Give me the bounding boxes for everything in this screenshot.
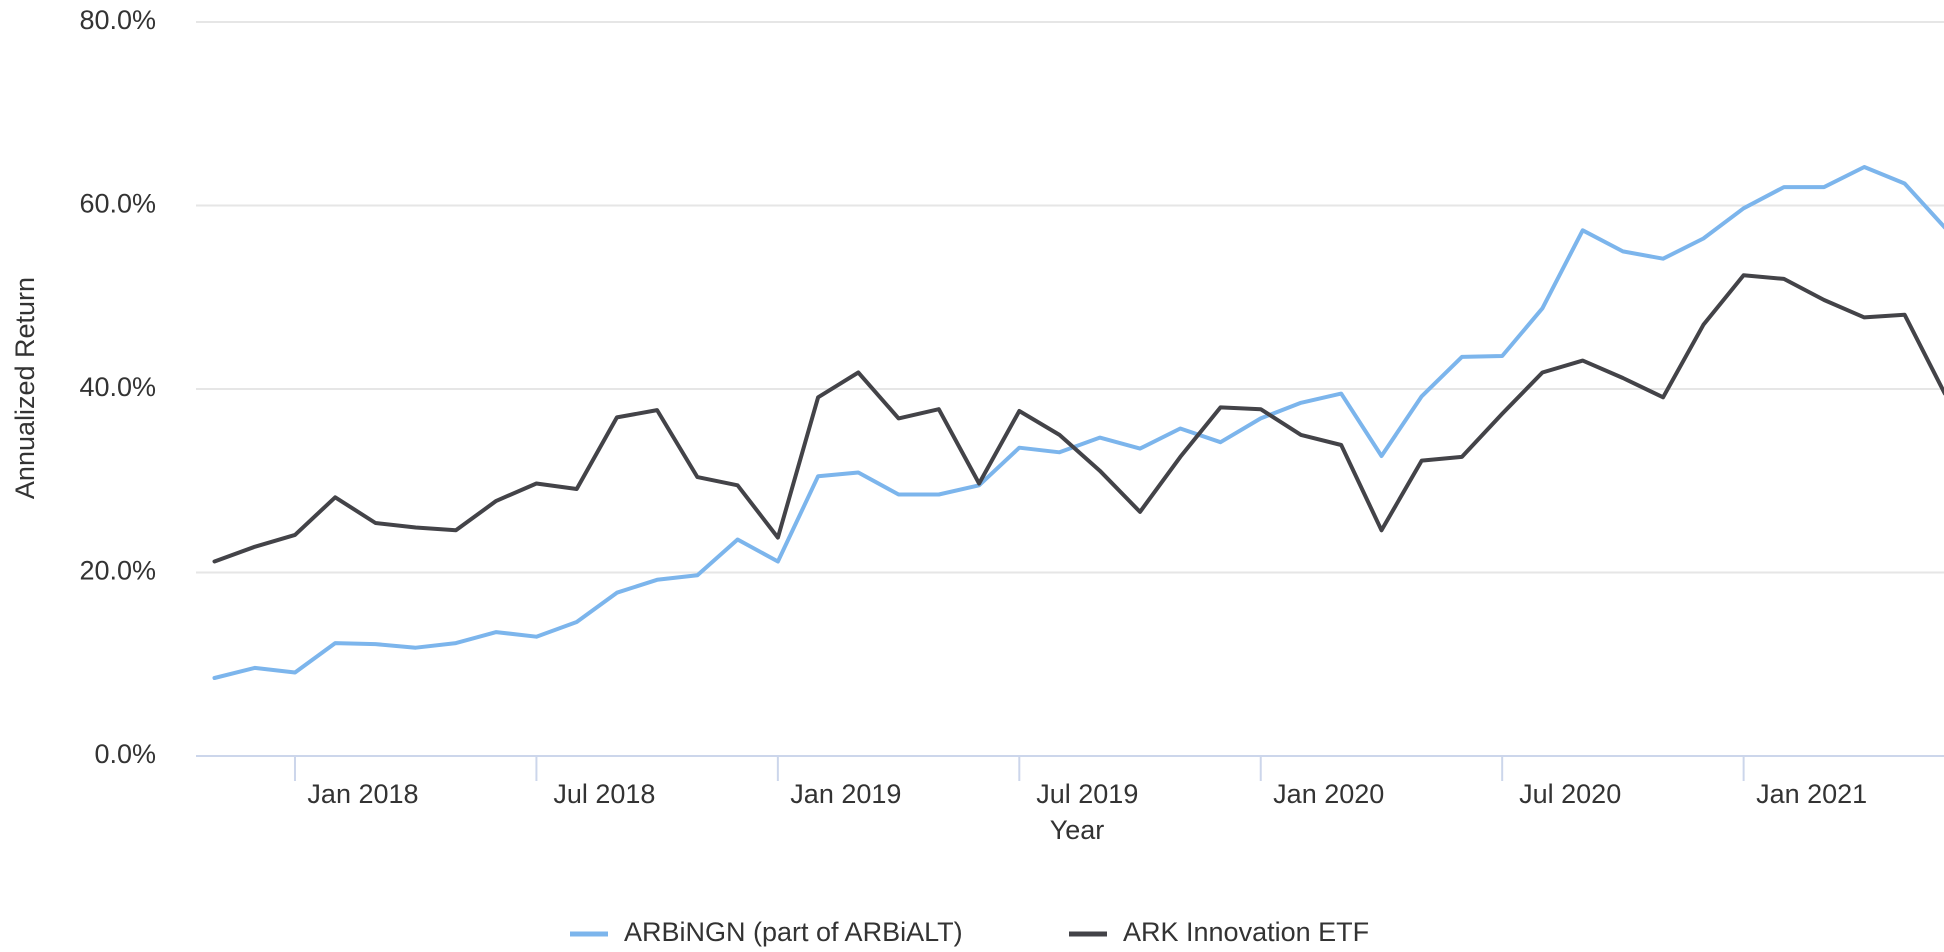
y-tick-label: 60.0% [79,189,156,219]
legend-label: ARBiNGN (part of ARBiALT) [624,917,963,947]
x-tick-label: Jul 2020 [1519,779,1621,809]
legend-label: ARK Innovation ETF [1123,917,1369,947]
series-group [212,165,1944,680]
y-tick-label: 80.0% [79,5,156,35]
y-tick-label: 40.0% [79,372,156,402]
x-tick-label: Jan 2020 [1273,779,1384,809]
x-tick-label: Jan 2019 [790,779,901,809]
y-tick-label: 20.0% [79,556,156,586]
x-tick-label: Jan 2018 [307,779,418,809]
series-line [212,165,1944,680]
x-tick-label: Jan 2021 [1756,779,1867,809]
y-tick-label: 0.0% [94,739,156,769]
series-group [212,273,1944,564]
x-tick-label: Jul 2019 [1036,779,1138,809]
y-axis-title: Annualized Return [10,277,40,499]
x-tick-label: Jul 2018 [553,779,655,809]
x-axis-title: Year [1050,815,1105,845]
series-line [212,273,1944,564]
